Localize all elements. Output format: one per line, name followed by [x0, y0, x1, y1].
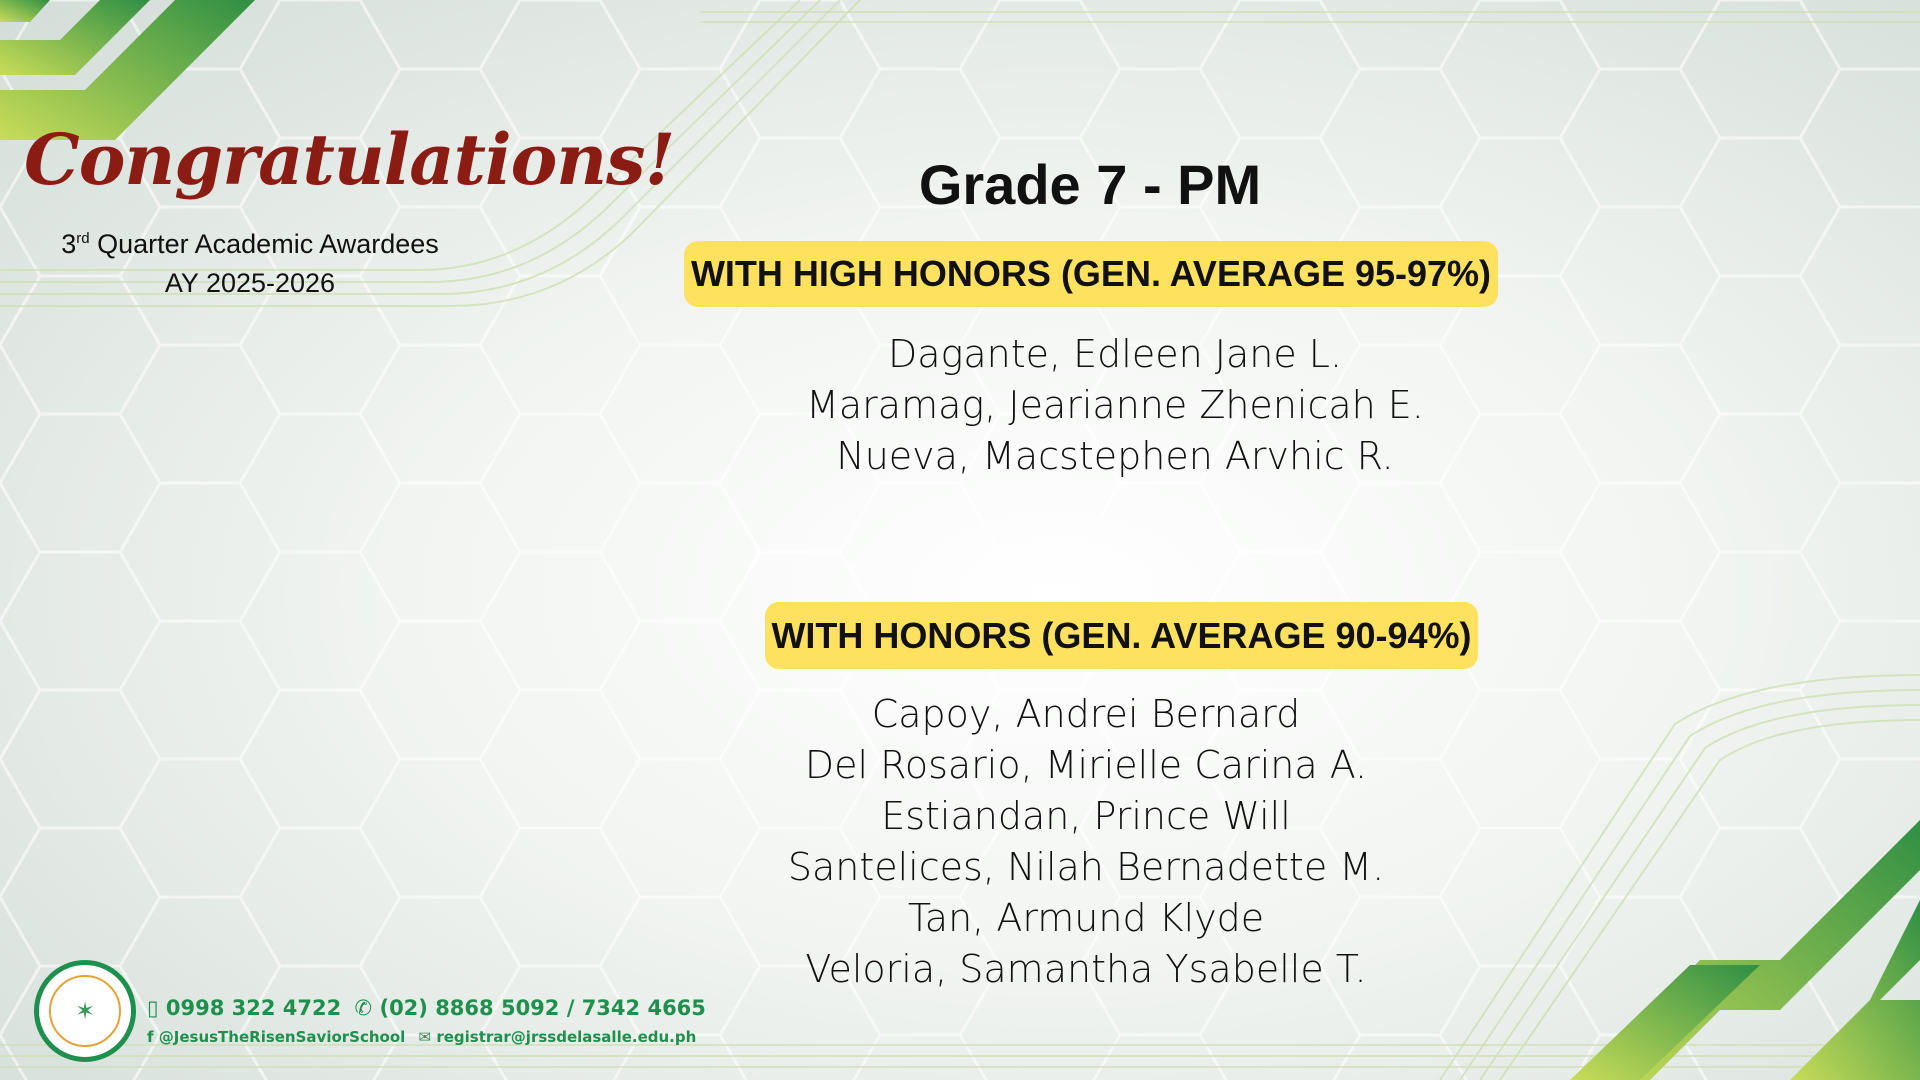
mobile-phone-icon: ▯ [147, 996, 159, 1020]
subtitle-text: Quarter Academic Awardees [89, 229, 439, 259]
subtitle-suffix: rd [76, 230, 90, 247]
mobile-number: 0998 322 4722 [165, 996, 342, 1020]
facebook-handle: @JesusTheRisenSaviorSchool [158, 1028, 406, 1046]
phone-line: ▯ 0998 322 4722 ✆ (02) 8868 5092 / 7342 … [147, 996, 706, 1020]
academic-year: AY 2025-2026 [164, 268, 336, 298]
landline-number: (02) 8868 5092 / 7342 4665 [379, 996, 706, 1020]
list-item: Tan, Armund Klyde [907, 896, 1265, 940]
list-item: Veloria, Samantha Ysabelle T. [805, 947, 1367, 991]
honors-list: Capoy, Andrei Bernard Del Rosario, Mirie… [686, 689, 1486, 995]
grade-title: Grade 7 - PM [918, 153, 1262, 216]
telephone-icon: ✆ [354, 996, 373, 1020]
list-item: Dagante, Edleen Jane L. [887, 332, 1343, 376]
envelope-icon: ✉ [418, 1028, 432, 1046]
list-item: Capoy, Andrei Bernard [871, 692, 1301, 736]
star-emblem-icon: ✶ [49, 975, 121, 1047]
subtitle-ordinal: 3 [61, 229, 77, 259]
high-honors-label: WITH HIGH HONORS (GEN. AVERAGE 95-97%) [684, 241, 1498, 307]
facebook-icon: f [147, 1028, 154, 1046]
list-item: Del Rosario, Mirielle Carina A. [804, 743, 1368, 787]
list-item: Maramag, Jearianne Zhenicah E. [806, 383, 1424, 427]
congratulations-title: Congratulations! [24, 118, 675, 201]
email-address: registrar@jrssdelasalle.edu.ph [436, 1028, 697, 1046]
high-honors-list: Dagante, Edleen Jane L. Maramag, Jearian… [715, 329, 1515, 482]
social-line: f @JesusTheRisenSaviorSchool ✉ registrar… [147, 1028, 696, 1046]
list-item: Estiandan, Prince Will [881, 794, 1291, 838]
subtitle: 3rd Quarter Academic Awardees [30, 229, 470, 260]
list-item: Nueva, Macstephen Arvhic R. [836, 434, 1394, 478]
school-logo: ✶ [34, 960, 136, 1062]
honors-label: WITH HONORS (GEN. AVERAGE 90-94%) [765, 602, 1478, 669]
list-item: Santelices, Nilah Bernadette M. [787, 845, 1385, 889]
